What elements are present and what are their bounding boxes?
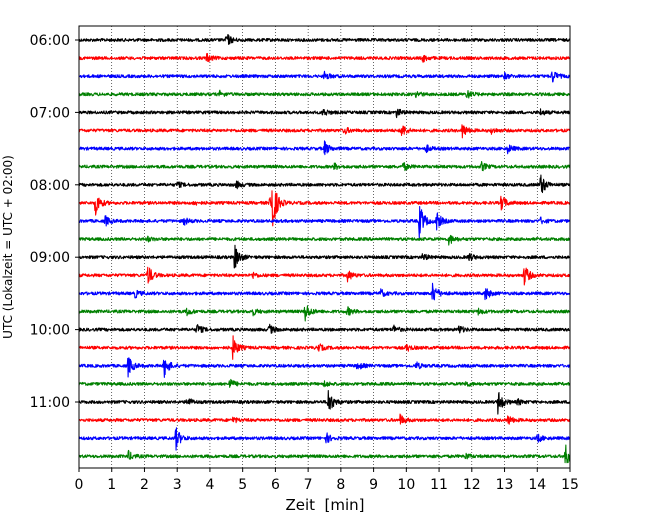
trace-0745	[78, 160, 571, 172]
trace-group	[78, 34, 571, 464]
trace-1000	[78, 323, 571, 334]
trace-1015	[78, 335, 571, 360]
y-axis-label: UTC (Lokalzeit = UTC + 02:00)	[1, 155, 15, 339]
trace-0715	[78, 124, 571, 139]
x-tick-label: 7	[304, 477, 313, 493]
trace-1100	[78, 389, 571, 415]
trace-0945	[78, 305, 571, 322]
trace-0830	[78, 206, 571, 239]
x-tick-label: 14	[528, 477, 546, 493]
x-tick-label: 8	[336, 477, 345, 493]
trace-0630	[78, 70, 571, 83]
trace-0600	[78, 34, 571, 45]
y-axis: 06:00 07:00 08:00 09:00 10:00 11:00	[30, 33, 79, 411]
y-tick-label: 08:00	[30, 178, 70, 194]
trace-0700	[78, 108, 571, 119]
plot-frame	[78, 25, 571, 469]
x-tick-label: 11	[430, 477, 448, 493]
trace-0800	[78, 174, 571, 194]
y-tick-label: 09:00	[30, 250, 70, 266]
trace-1045	[78, 378, 571, 388]
y-tick-label: 10:00	[30, 323, 70, 339]
trace-0615	[78, 53, 571, 63]
trace-0845	[78, 234, 571, 246]
trace-1145	[78, 444, 571, 464]
x-tick-label: 13	[496, 477, 514, 493]
y-tick-label: 06:00	[30, 33, 70, 49]
x-tick-label: 0	[75, 477, 84, 493]
x-tick-label: 5	[238, 477, 247, 493]
x-tick-label: 9	[369, 477, 378, 493]
x-tick-label: 1	[107, 477, 116, 493]
x-tick-label: 6	[271, 477, 280, 493]
trace-0915	[78, 266, 571, 286]
x-tick-label: 4	[205, 477, 214, 493]
trace-0930	[78, 282, 571, 301]
trace-1115	[78, 413, 571, 425]
trace-0645	[78, 89, 571, 99]
y-tick-label: 11:00	[30, 395, 70, 411]
trace-1030	[78, 357, 571, 378]
x-tick-label: 12	[463, 477, 481, 493]
x-tick-label: 10	[397, 477, 415, 493]
x-axis-label: Zeit [min]	[285, 496, 364, 514]
x-tick-label: 15	[561, 477, 579, 493]
x-tick-label: 3	[173, 477, 182, 493]
x-tick-label: 2	[140, 477, 149, 493]
trace-0730	[78, 140, 571, 156]
trace-1130	[78, 427, 571, 451]
trace-0815	[78, 190, 571, 227]
x-axis: 0 1 2 3 4 5 6 7 8 9 10 11 12 13 14 15	[75, 468, 579, 493]
trace-0900	[78, 244, 571, 269]
y-tick-label: 07:00	[30, 105, 70, 121]
